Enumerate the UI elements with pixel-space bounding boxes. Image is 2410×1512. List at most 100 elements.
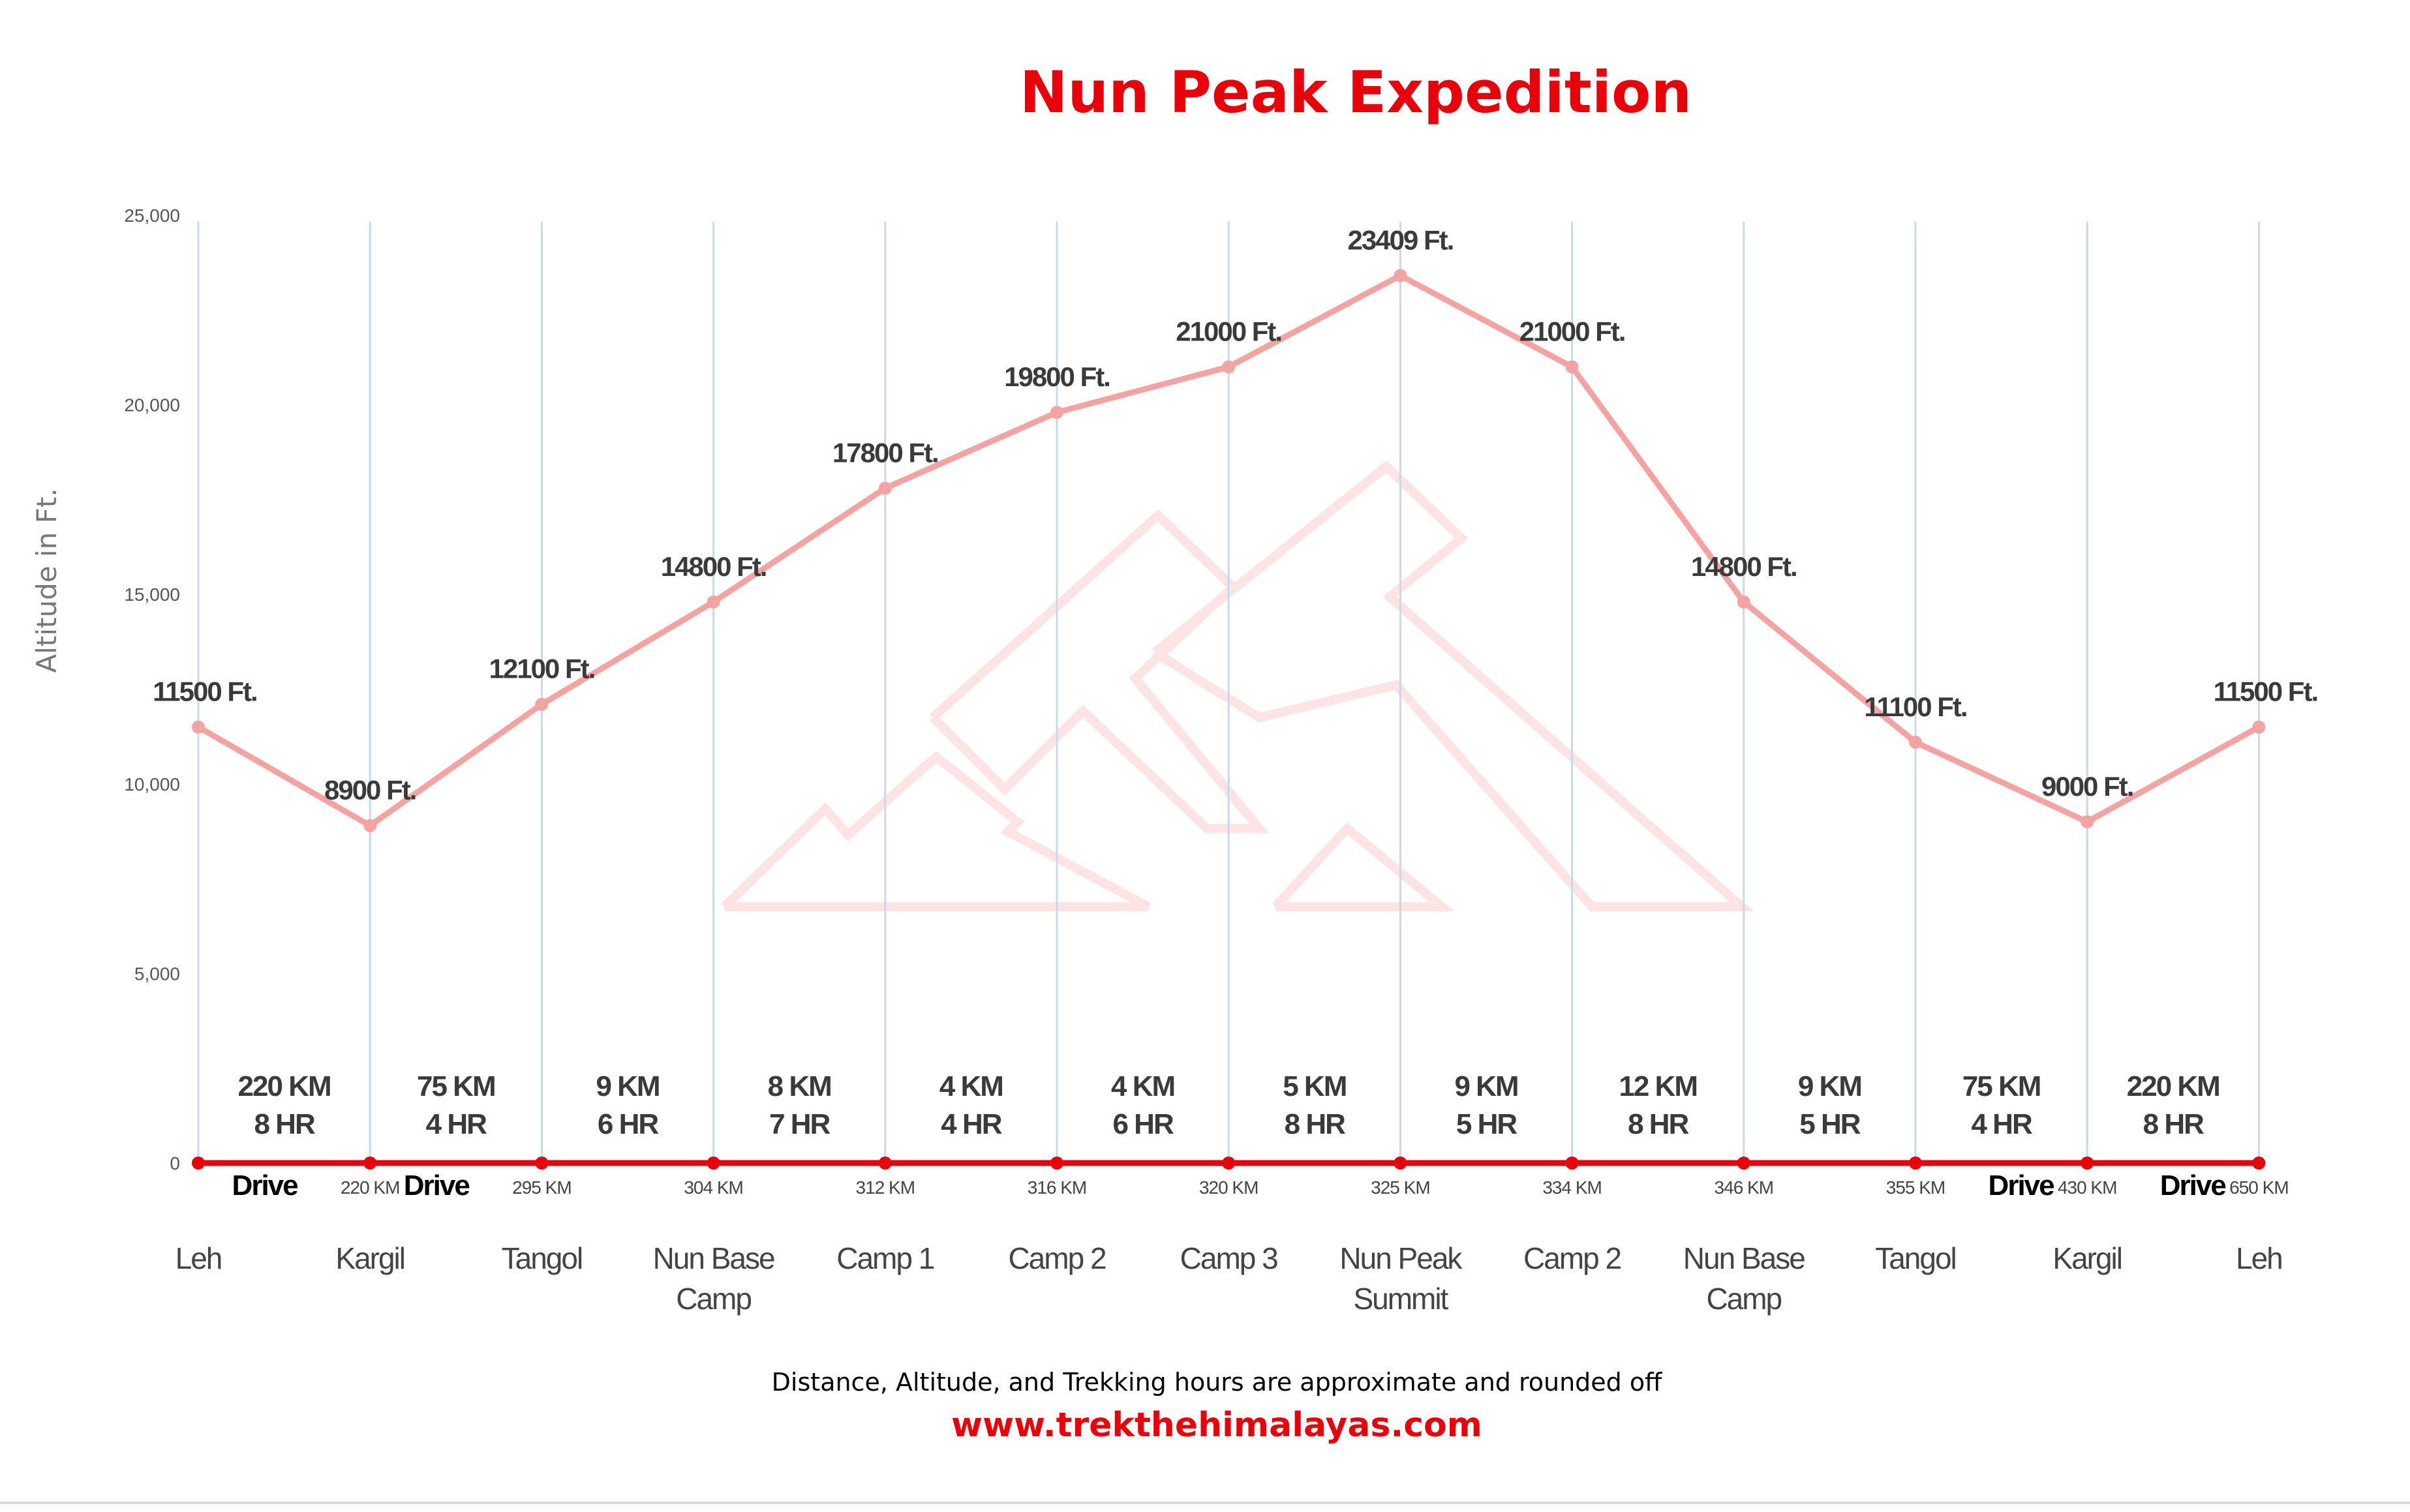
altitude-point bbox=[1394, 269, 1407, 282]
altitude-data-label: 21000 Ft. bbox=[1176, 316, 1281, 346]
altitude-data-label: 12100 Ft. bbox=[489, 654, 595, 684]
cumulative-km-label: 304 KM bbox=[684, 1177, 743, 1198]
station-name: Camp 2 bbox=[1008, 1241, 1105, 1275]
baseline-marker bbox=[192, 1157, 205, 1170]
segment-duration: 7 HR bbox=[769, 1108, 830, 1140]
baseline-marker bbox=[1050, 1157, 1063, 1170]
altitude-point bbox=[707, 595, 720, 609]
cumulative-km-label: 312 KM bbox=[856, 1177, 915, 1198]
cumulative-km-label: 316 KM bbox=[1028, 1177, 1087, 1198]
altitude-data-label: 21000 Ft. bbox=[1519, 316, 1625, 346]
footer-note: Distance, Altitude, and Trekking hours a… bbox=[772, 1368, 1662, 1397]
segment-distance: 8 KM bbox=[768, 1070, 831, 1102]
segment-distance: 5 KM bbox=[1283, 1070, 1346, 1102]
y-tick-label: 20,000 bbox=[124, 395, 180, 416]
cumulative-km-label: 325 KM bbox=[1371, 1177, 1430, 1198]
website-link[interactable]: www.trekthehimalayas.com bbox=[951, 1406, 1482, 1445]
segment-duration: 5 HR bbox=[1799, 1108, 1860, 1140]
baseline-marker bbox=[1565, 1157, 1579, 1170]
altitude-point bbox=[192, 720, 205, 734]
drive-label: Drive bbox=[2160, 1170, 2226, 1202]
segment-distance: 4 KM bbox=[1111, 1070, 1174, 1102]
station-name: Leh bbox=[2236, 1241, 2282, 1275]
mountain-logo-watermark bbox=[721, 460, 1754, 911]
cumulative-km-label: 430 KM bbox=[2058, 1177, 2117, 1198]
chart-title: Nun Peak Expedition bbox=[1020, 59, 1692, 126]
altitude-data-label: 11500 Ft. bbox=[153, 676, 256, 707]
altitude-point bbox=[2081, 815, 2094, 828]
baseline-marker bbox=[1222, 1157, 1236, 1170]
segment-distance: 75 KM bbox=[1962, 1070, 2041, 1102]
segment-duration: 6 HR bbox=[1112, 1108, 1173, 1140]
station-name: Kargil bbox=[335, 1241, 404, 1275]
cumulative-km-label: 320 KM bbox=[1199, 1177, 1258, 1198]
altitude-data-label: 11500 Ft. bbox=[2214, 676, 2317, 707]
baseline-marker bbox=[2252, 1157, 2266, 1170]
segment-duration: 8 HR bbox=[254, 1108, 314, 1140]
segment-distance: 9 KM bbox=[1454, 1070, 1518, 1102]
y-tick-label: 0 bbox=[170, 1153, 180, 1173]
altitude-data-label: 23409 Ft. bbox=[1348, 224, 1454, 255]
cumulative-km-label: 346 KM bbox=[1715, 1177, 1774, 1198]
baseline-marker bbox=[535, 1157, 549, 1170]
cumulative-km-label: 355 KM bbox=[1886, 1177, 1945, 1198]
altitude-point bbox=[535, 697, 549, 711]
altitude-data-label: 19800 Ft. bbox=[1004, 361, 1110, 392]
y-axis-label: Altitude in Ft. bbox=[31, 488, 63, 673]
altitude-point bbox=[1050, 406, 1063, 419]
segment-distance: 9 KM bbox=[1798, 1070, 1861, 1102]
baseline-marker bbox=[363, 1157, 377, 1170]
baseline-marker bbox=[1909, 1157, 1922, 1170]
station-name: Summit bbox=[1353, 1282, 1448, 1316]
cumulative-km-label: 334 KM bbox=[1542, 1177, 1602, 1198]
baseline-marker bbox=[878, 1157, 892, 1170]
station-name: Camp 3 bbox=[1180, 1241, 1277, 1275]
station-name: Kargil bbox=[2052, 1241, 2122, 1275]
altitude-data-label: 14800 Ft. bbox=[661, 551, 767, 582]
drive-label: Drive bbox=[1989, 1170, 2054, 1202]
altitude-point bbox=[1909, 735, 1922, 749]
altitude-point bbox=[1565, 360, 1579, 374]
altitude-data-label: 11100 Ft. bbox=[1864, 691, 1966, 722]
segment-distance: 220 KM bbox=[2127, 1070, 2219, 1102]
altitude-point bbox=[363, 819, 377, 832]
station-name: Camp 2 bbox=[1523, 1241, 1621, 1275]
segment-distance: 75 KM bbox=[417, 1070, 495, 1102]
altitude-data-label: 14800 Ft. bbox=[1691, 551, 1797, 582]
baseline-marker bbox=[1737, 1157, 1750, 1170]
altitude-data-label: 8900 Ft. bbox=[324, 775, 416, 806]
drive-label: Drive bbox=[404, 1170, 470, 1202]
segment-duration: 8 HR bbox=[1628, 1108, 1688, 1140]
segment-duration: 6 HR bbox=[598, 1108, 658, 1140]
altitude-point bbox=[878, 481, 892, 495]
segment-distance: 9 KM bbox=[596, 1070, 659, 1102]
cumulative-km-label: 295 KM bbox=[512, 1177, 572, 1198]
y-tick-label: 15,000 bbox=[124, 584, 180, 605]
y-tick-label: 5,000 bbox=[134, 963, 180, 984]
segment-distance: 12 KM bbox=[1619, 1070, 1697, 1102]
segment-duration: 8 HR bbox=[2143, 1108, 2204, 1140]
segment-duration: 5 HR bbox=[1456, 1108, 1517, 1140]
segment-duration: 4 HR bbox=[941, 1108, 1001, 1140]
segment-distance: 220 KM bbox=[238, 1070, 331, 1102]
cumulative-km-label: 220 KM bbox=[341, 1177, 400, 1198]
station-name: Camp bbox=[1706, 1282, 1781, 1316]
station-name: Tangol bbox=[502, 1241, 583, 1275]
drive-label: Drive bbox=[232, 1170, 298, 1202]
segment-duration: 4 HR bbox=[1971, 1108, 2032, 1140]
altitude-point bbox=[1737, 595, 1750, 609]
cumulative-km-label: 650 KM bbox=[2229, 1177, 2289, 1198]
baseline-marker bbox=[1394, 1157, 1407, 1170]
baseline-marker bbox=[2081, 1157, 2094, 1170]
altitude-point bbox=[1222, 360, 1236, 374]
station-name: Nun Peak bbox=[1339, 1241, 1463, 1275]
segment-duration: 4 HR bbox=[426, 1108, 487, 1140]
baseline-marker bbox=[707, 1157, 720, 1170]
station-name: Camp bbox=[676, 1282, 751, 1316]
station-name: Leh bbox=[175, 1241, 222, 1275]
segment-duration: 8 HR bbox=[1285, 1108, 1345, 1140]
segment-distance: 4 KM bbox=[939, 1070, 1003, 1102]
station-name: Nun Base bbox=[653, 1241, 774, 1275]
station-name: Tangol bbox=[1875, 1241, 1956, 1275]
